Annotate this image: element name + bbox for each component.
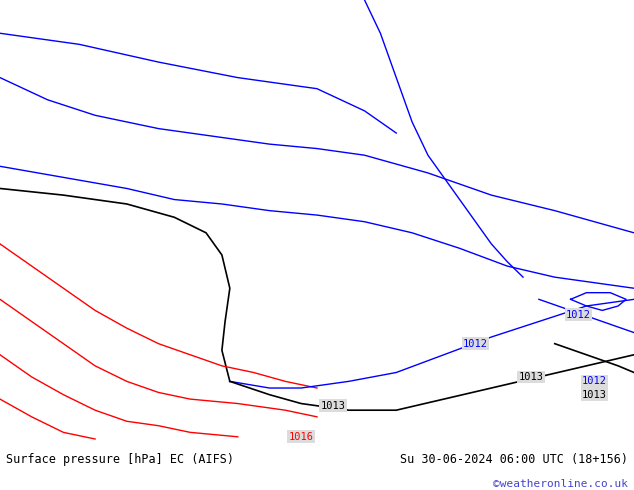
Text: 1012: 1012	[566, 310, 591, 320]
Text: 1016: 1016	[288, 432, 314, 442]
Text: 1012: 1012	[582, 376, 607, 387]
Text: Su 30-06-2024 06:00 UTC (18+156): Su 30-06-2024 06:00 UTC (18+156)	[399, 453, 628, 466]
Text: 1012: 1012	[463, 339, 488, 349]
Text: Surface pressure [hPa] EC (AIFS): Surface pressure [hPa] EC (AIFS)	[6, 453, 235, 466]
Text: ©weatheronline.co.uk: ©weatheronline.co.uk	[493, 479, 628, 490]
Text: 1013: 1013	[320, 401, 346, 411]
Text: 1013: 1013	[582, 390, 607, 400]
Text: 1013: 1013	[519, 372, 543, 382]
